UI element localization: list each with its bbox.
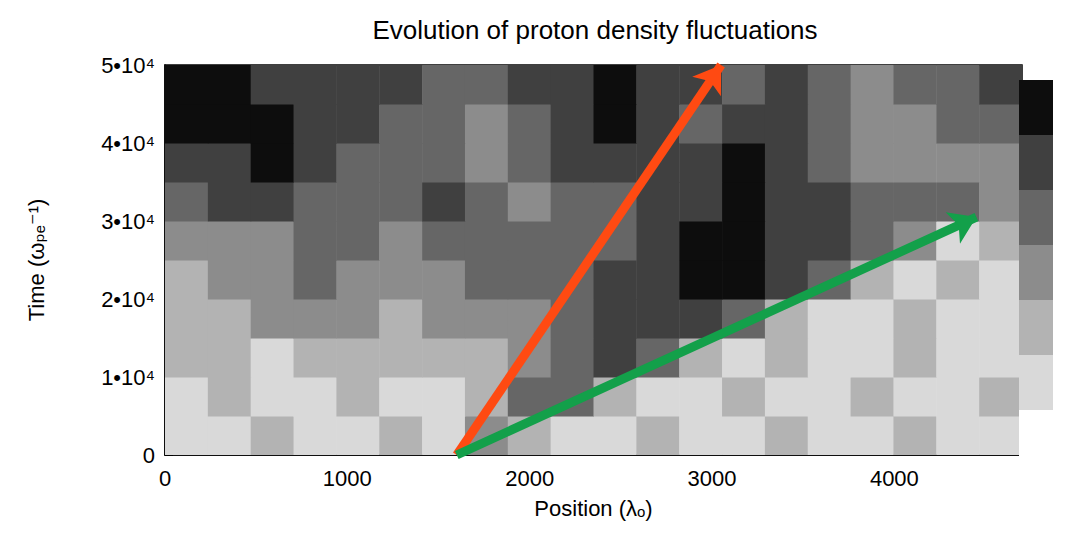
svg-text:Evolution of proton density fl: Evolution of proton density fluctuations xyxy=(372,15,817,45)
svg-text:Position (λₒ): Position (λₒ) xyxy=(534,496,652,521)
svg-text:4•10⁴: 4•10⁴ xyxy=(101,131,155,156)
svg-text:3•10⁴: 3•10⁴ xyxy=(101,209,155,234)
svg-text:Time (ωₚₑ⁻¹): Time (ωₚₑ⁻¹) xyxy=(24,199,49,322)
svg-text:2000: 2000 xyxy=(505,466,554,491)
svg-text:2•10⁴: 2•10⁴ xyxy=(101,287,155,312)
svg-text:5•10⁴: 5•10⁴ xyxy=(101,53,155,78)
svg-text:4000: 4000 xyxy=(870,466,919,491)
svg-text:1•10⁴: 1•10⁴ xyxy=(101,365,155,390)
svg-text:1000: 1000 xyxy=(323,466,372,491)
svg-text:0: 0 xyxy=(143,443,155,468)
svg-text:0: 0 xyxy=(159,466,171,491)
svg-text:3000: 3000 xyxy=(688,466,737,491)
